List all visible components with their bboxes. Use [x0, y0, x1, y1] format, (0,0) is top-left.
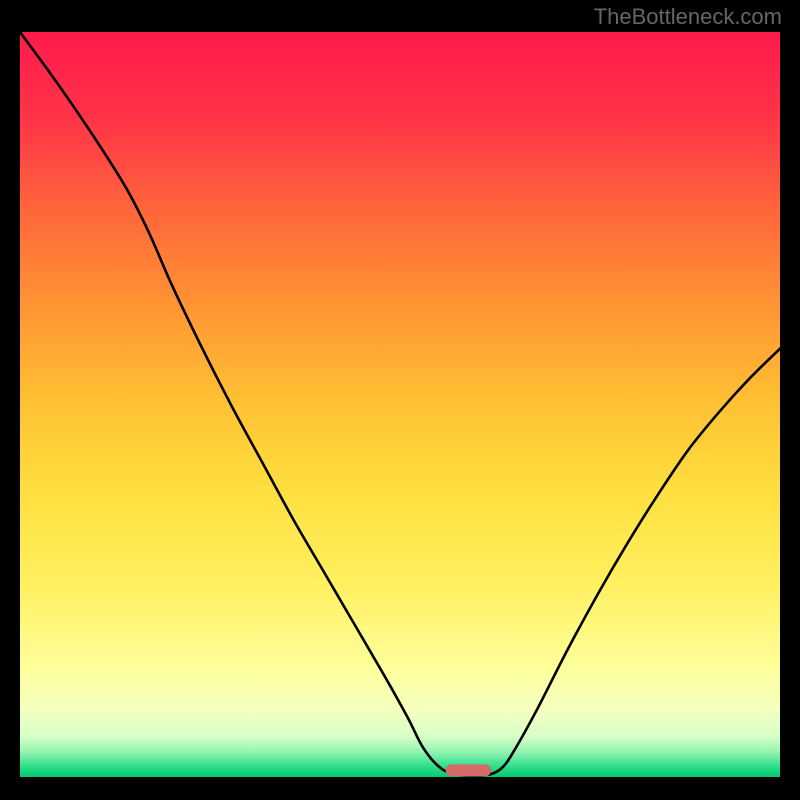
chart-frame: TheBottleneck.com [0, 0, 800, 800]
plot-background [20, 32, 780, 777]
watermark-text: TheBottleneck.com [594, 4, 782, 30]
chart-svg [20, 32, 780, 777]
plot-area [20, 32, 780, 777]
optimal-marker [446, 764, 492, 776]
